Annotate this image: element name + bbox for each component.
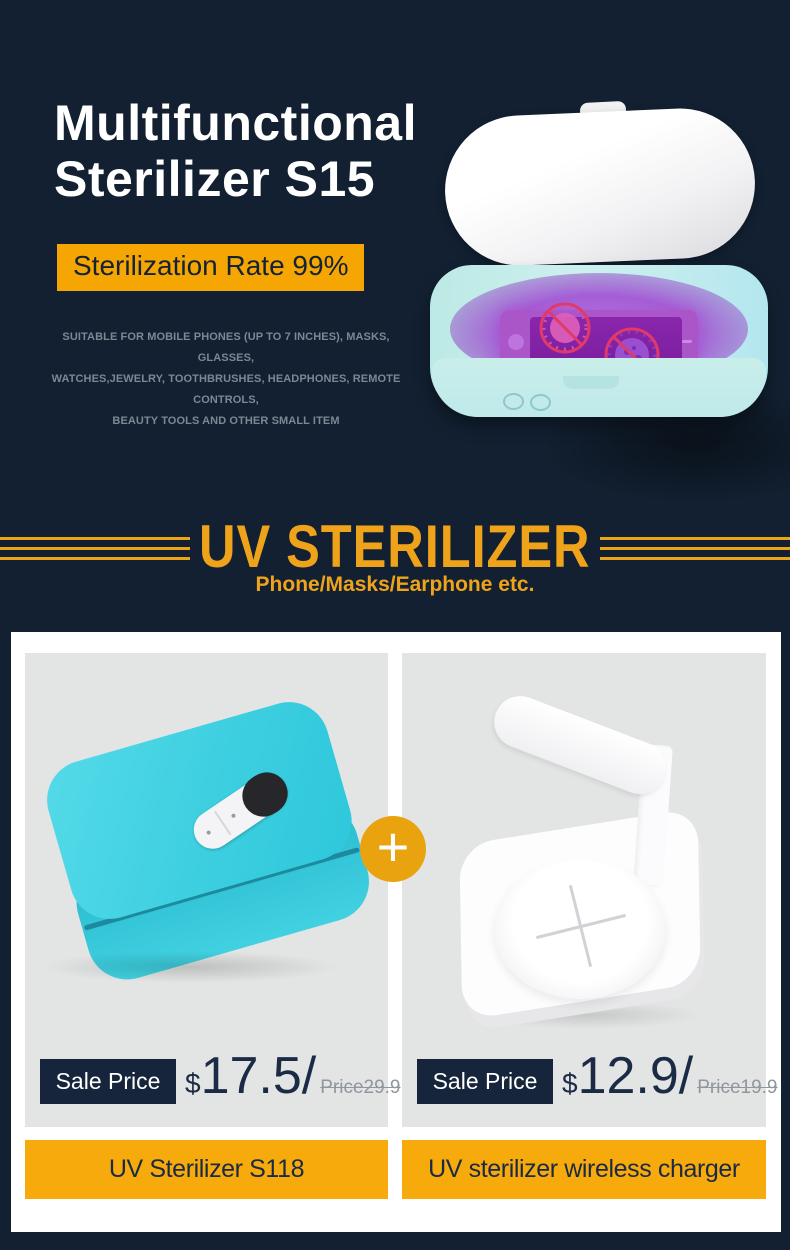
hero-product-photo	[430, 88, 775, 448]
currency-symbol: $	[562, 1068, 578, 1099]
product-title-line2: Sterilizer S15	[54, 151, 376, 207]
old-price: Price29.9	[320, 1077, 401, 1098]
lid-notch	[563, 376, 619, 389]
uv-button	[530, 394, 551, 411]
plus-icon: +	[376, 814, 410, 878]
power-button	[503, 393, 524, 410]
product-title-line1: Multifunctional	[54, 95, 417, 151]
description-line: BEAUTY TOOLS AND OTHER SMALL ITEM	[112, 415, 340, 427]
uv-banner: UV STERILIZER	[0, 511, 790, 581]
gold-line	[600, 547, 790, 550]
gold-line	[0, 557, 190, 560]
sale-price-badge: Sale Price	[40, 1059, 176, 1104]
products-section: Sale Price $17.5/Price29.9 Sale Price $1…	[11, 632, 781, 1232]
product-description: SUITABLE FOR MOBILE PHONES (UP TO 7 INCH…	[50, 327, 402, 432]
sale-price-value: 12.9/	[577, 1047, 694, 1105]
uv-lamp-arm	[486, 688, 674, 802]
product-title: Multifunctional Sterilizer S15	[54, 95, 417, 207]
banner-lines-right	[600, 537, 790, 567]
button-divider	[214, 810, 232, 836]
gold-line	[600, 537, 790, 540]
product-name-label-charger: UV sterilizer wireless charger	[402, 1140, 766, 1199]
product-card-wireless-charger[interactable]: Sale Price $12.9/Price19.9	[402, 653, 778, 1127]
aroma-icon	[230, 812, 237, 819]
uv-lamp-icon	[205, 829, 212, 836]
description-line: SUITABLE FOR MOBILE PHONES (UP TO 7 INCH…	[62, 331, 390, 364]
currency-symbol: $	[185, 1068, 201, 1099]
banner-lines-left	[0, 537, 190, 567]
gold-line	[0, 537, 190, 540]
uv-banner-title: UV STERILIZER	[199, 511, 591, 581]
description-line: WATCHES,JEWELRY, TOOTHBRUSHES, HEADPHONE…	[51, 373, 401, 406]
gold-line	[600, 557, 790, 560]
uv-banner-subtitle: Phone/Masks/Earphone etc.	[255, 573, 535, 596]
sale-price-value: 17.5/	[200, 1047, 317, 1105]
price-group: $17.5/Price29.9	[185, 1047, 401, 1122]
sale-price-badge: Sale Price	[417, 1059, 553, 1104]
product-card-s118[interactable]: Sale Price $17.5/Price29.9	[25, 653, 401, 1127]
sterilization-rate-badge: Sterilization Rate 99%	[57, 244, 365, 291]
phone-speaker	[682, 340, 692, 343]
price-group: $12.9/Price19.9	[562, 1047, 778, 1122]
plus-separator: +	[360, 816, 426, 882]
product-shadow	[40, 951, 340, 983]
phone-home-button	[508, 334, 524, 350]
old-price: Price19.9	[697, 1077, 778, 1098]
product-name-label-s118: UV Sterilizer S118	[25, 1140, 388, 1199]
gold-line	[0, 547, 190, 550]
